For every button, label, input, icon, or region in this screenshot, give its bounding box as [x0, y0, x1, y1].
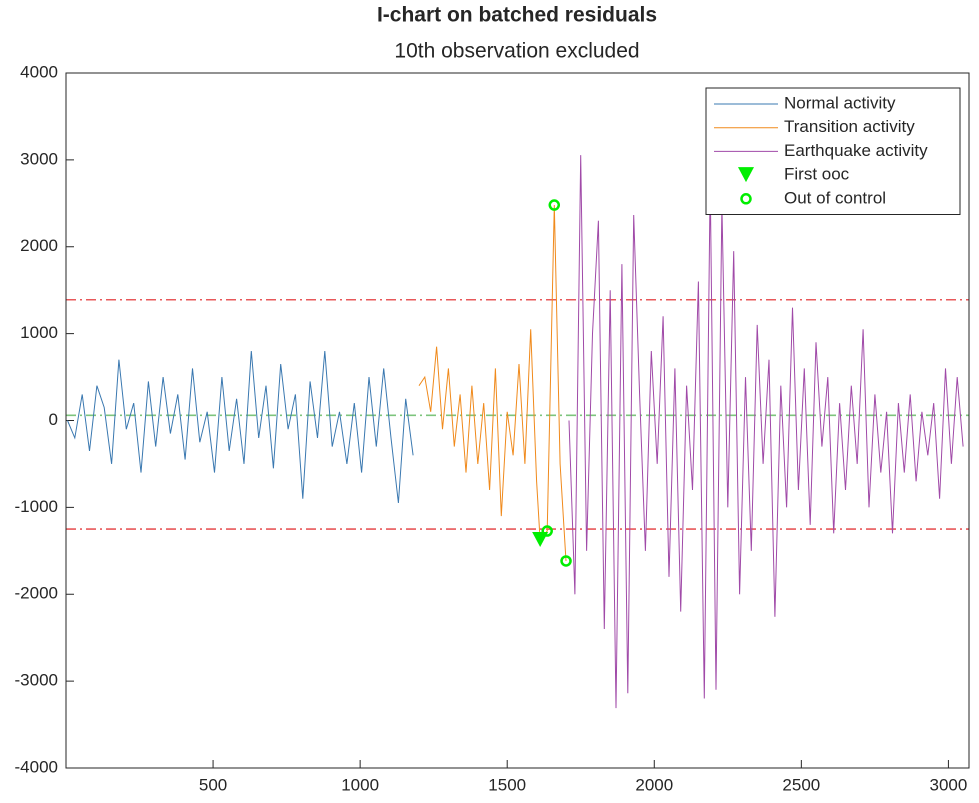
- y-tick-label: -4000: [15, 757, 58, 776]
- legend-label: Transition activity: [784, 117, 915, 136]
- marker: [560, 555, 572, 567]
- x-tick-label: 2500: [782, 775, 820, 794]
- y-tick-label: -3000: [15, 671, 58, 690]
- data-line: [67, 350, 414, 504]
- chart-title: I-chart on batched residuals: [377, 4, 657, 27]
- y-tick-label: 2000: [20, 236, 58, 255]
- legend-label: Normal activity: [784, 93, 896, 112]
- y-tick-label: 3000: [20, 149, 58, 168]
- y-tick-label: -1000: [15, 497, 58, 516]
- legend-label: Earthquake activity: [784, 141, 928, 160]
- y-tick-label: 0: [49, 410, 58, 429]
- chart-subtitle: 10th observation excluded: [394, 40, 639, 63]
- x-tick-label: 1500: [488, 775, 526, 794]
- legend-label: Out of control: [784, 188, 886, 207]
- x-tick-label: 2000: [635, 775, 673, 794]
- legend-label: First ooc: [784, 165, 850, 184]
- x-tick-label: 3000: [929, 775, 967, 794]
- x-tick-label: 1000: [341, 775, 379, 794]
- plot-frame: [65, 72, 970, 769]
- marker: [541, 525, 553, 537]
- data-line: [418, 204, 567, 562]
- marker: [548, 199, 561, 211]
- legend-swatch: [740, 193, 752, 205]
- legend-swatch: [738, 167, 754, 183]
- y-tick-label: 1000: [20, 323, 58, 342]
- y-tick-label: -2000: [15, 584, 58, 603]
- x-tick-label: 500: [199, 775, 227, 794]
- data-line: [568, 155, 964, 709]
- y-tick-label: 4000: [20, 62, 58, 81]
